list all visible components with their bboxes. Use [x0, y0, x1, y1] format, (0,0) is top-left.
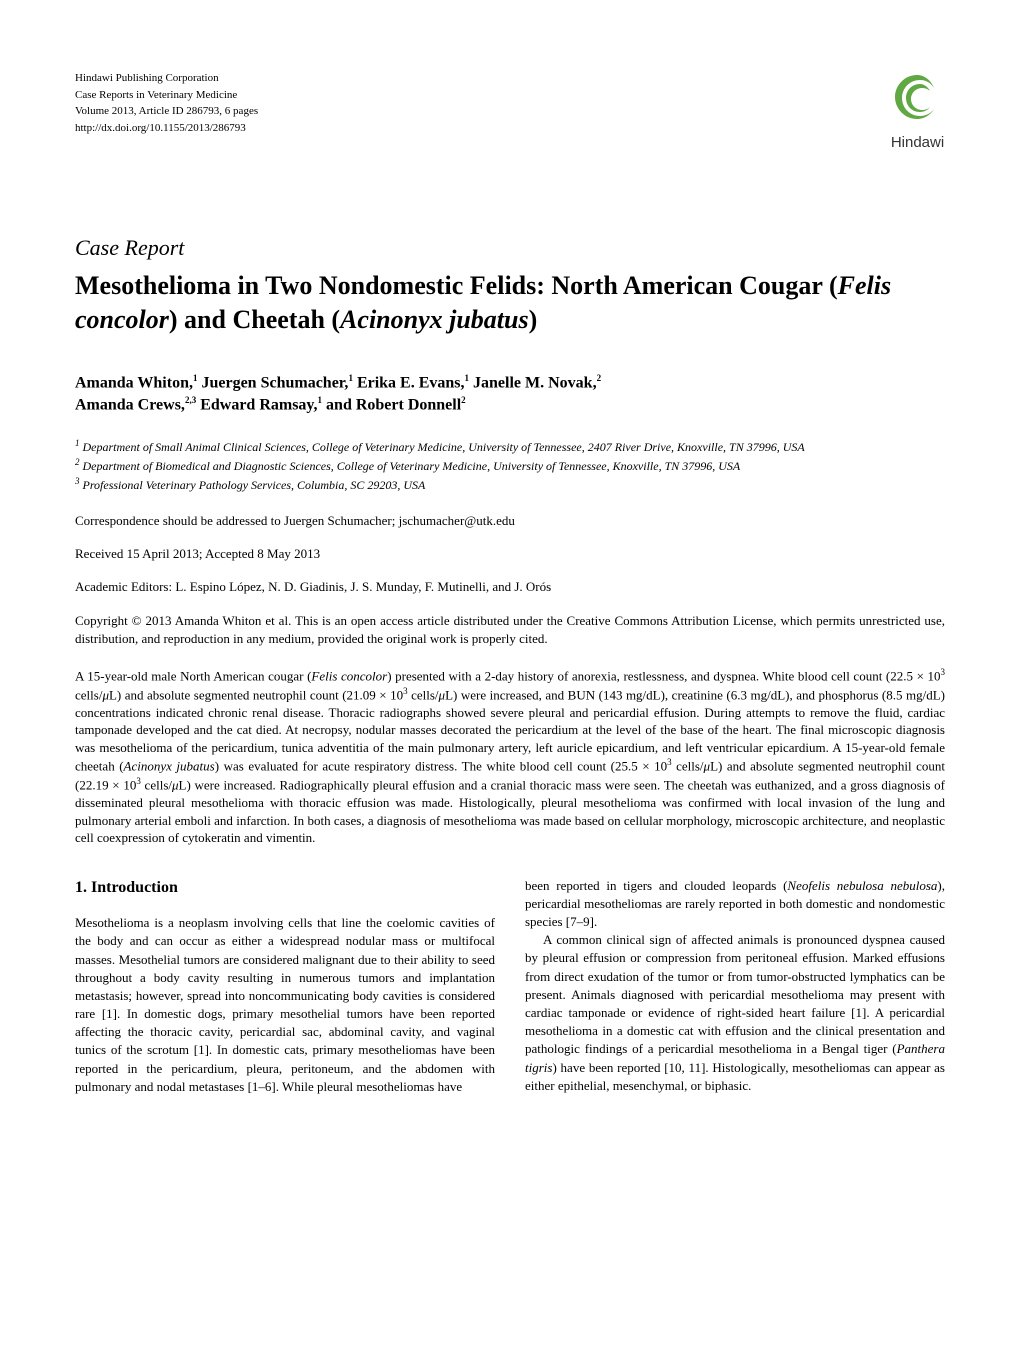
correspondence: Correspondence should be addressed to Ju… — [75, 512, 945, 530]
publication-info: Hindawi Publishing Corporation Case Repo… — [75, 70, 258, 136]
right-column: been reported in tigers and clouded leop… — [525, 877, 945, 1096]
dates: Received 15 April 2013; Accepted 8 May 2… — [75, 545, 945, 563]
section-1-title: 1. Introduction — [75, 877, 495, 899]
affiliations: 1 Department of Small Animal Clinical Sc… — [75, 437, 945, 494]
intro-paragraph-1: Mesothelioma is a neoplasm involving cel… — [75, 914, 495, 1096]
academic-editors: Academic Editors: L. Espino López, N. D.… — [75, 578, 945, 596]
pub-line-4: http://dx.doi.org/10.1155/2013/286793 — [75, 120, 258, 137]
intro-paragraph-2: A common clinical sign of affected anima… — [525, 931, 945, 1095]
hindawi-swirl-icon — [890, 70, 945, 125]
pub-line-1: Hindawi Publishing Corporation — [75, 70, 258, 87]
copyright: Copyright © 2013 Amanda Whiton et al. Th… — [75, 612, 945, 648]
header: Hindawi Publishing Corporation Case Repo… — [75, 70, 945, 153]
pub-line-3: Volume 2013, Article ID 286793, 6 pages — [75, 103, 258, 120]
affiliation-2: 2 Department of Biomedical and Diagnosti… — [75, 456, 945, 475]
abstract: A 15-year-old male North American cougar… — [75, 666, 945, 847]
authors: Amanda Whiton,1 Juergen Schumacher,1 Eri… — [75, 372, 945, 417]
intro-paragraph-1-cont: been reported in tigers and clouded leop… — [525, 877, 945, 932]
left-column: 1. Introduction Mesothelioma is a neopla… — [75, 877, 495, 1096]
hindawi-logo-text: Hindawi — [890, 132, 945, 153]
case-report-label: Case Report — [75, 233, 945, 264]
pub-line-2: Case Reports in Veterinary Medicine — [75, 87, 258, 104]
affiliation-1: 1 Department of Small Animal Clinical Sc… — [75, 437, 945, 456]
article-title: Mesothelioma in Two Nondomestic Felids: … — [75, 269, 945, 337]
hindawi-logo: Hindawi — [890, 70, 945, 153]
body-columns: 1. Introduction Mesothelioma is a neopla… — [75, 877, 945, 1096]
affiliation-3: 3 Professional Veterinary Pathology Serv… — [75, 475, 945, 494]
